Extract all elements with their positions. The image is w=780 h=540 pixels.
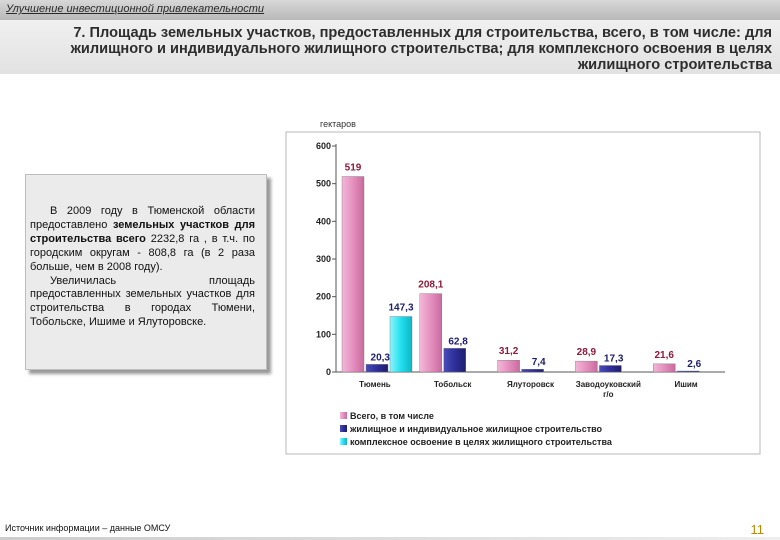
- y-tick-label: 600: [316, 141, 331, 151]
- info-p1-post: 2232,8 га , в т.ч. по городским округам …: [30, 232, 255, 273]
- y-tick-label: 300: [316, 254, 331, 264]
- data-label: 62,8: [448, 336, 468, 347]
- bar-total: [341, 176, 365, 373]
- data-label: 7,4: [532, 357, 546, 368]
- info-p1-bold: земельных участков для строительства все…: [30, 218, 255, 245]
- bar-housing: [443, 348, 466, 373]
- category-label: Тюмень: [359, 380, 391, 389]
- legend-label: комплексное освоение в целях жилищного с…: [350, 437, 613, 447]
- legend-label: жилищное и индивидуальное жилищное строи…: [349, 424, 603, 434]
- page-number: 11: [750, 522, 765, 537]
- title-band: [0, 20, 780, 74]
- info-p1-pre: В 2009 году в Тюменской области предоста…: [30, 205, 255, 231]
- bar-total: [497, 360, 520, 373]
- bar-total: [653, 363, 676, 373]
- bar-housing: [677, 370, 700, 373]
- info-text: В 2009 году в Тюменской области предоста…: [30, 205, 255, 330]
- info-paragraph-2: Увеличилась площадь предоставленных земе…: [30, 274, 255, 329]
- section-header: Улучшение инвестиционной привлекательнос…: [6, 3, 265, 15]
- category-label: г/о: [603, 390, 614, 399]
- legend-swatch: [340, 425, 347, 432]
- data-label: 519: [345, 163, 362, 174]
- data-label: 208,1: [418, 280, 443, 291]
- data-label: 21,6: [654, 350, 674, 361]
- unit-label: гектаров: [320, 119, 356, 129]
- y-tick-label: 0: [326, 367, 331, 377]
- info-box: [25, 174, 267, 370]
- bar-housing: [365, 364, 389, 373]
- bar-housing: [599, 365, 622, 373]
- category-label: Тобольск: [434, 380, 472, 389]
- legend-swatch: [340, 438, 347, 445]
- page-title: 7. Площадь земельных участков, предостав…: [70, 25, 772, 73]
- data-label: 2,6: [687, 359, 701, 370]
- y-tick-label: 100: [316, 329, 331, 339]
- y-tick-label: 400: [316, 216, 331, 226]
- legend-label: Всего, в том числе: [350, 411, 434, 421]
- category-label: Заводоуковский: [576, 380, 641, 389]
- bar-total: [575, 360, 598, 373]
- data-label: 17,3: [604, 353, 624, 364]
- y-tick-label: 500: [316, 179, 331, 189]
- data-label: 147,3: [388, 303, 413, 314]
- bar-total: [419, 293, 442, 373]
- data-label: 20,3: [371, 352, 391, 363]
- plot-area: 0 100 200 300 400 500 600 519 20,3 147,3 Тюмень 208…: [316, 141, 725, 447]
- info-paragraph-1: В 2009 году в Тюменской области предоста…: [30, 205, 255, 275]
- data-label: 31,2: [499, 346, 519, 357]
- source-note: Источник информации – данные ОМСУ: [5, 523, 171, 533]
- category-label: Ялуторовск: [507, 380, 555, 389]
- y-tick-label: 200: [316, 292, 331, 302]
- header-bar: [0, 0, 780, 20]
- category-label: Ишим: [674, 380, 697, 389]
- bottom-rule: [0, 537, 780, 540]
- bar-complex: [389, 316, 413, 373]
- data-label: 28,9: [577, 347, 597, 358]
- chart-frame: [285, 131, 761, 455]
- legend-swatch: [340, 412, 347, 419]
- bar-housing: [521, 369, 544, 373]
